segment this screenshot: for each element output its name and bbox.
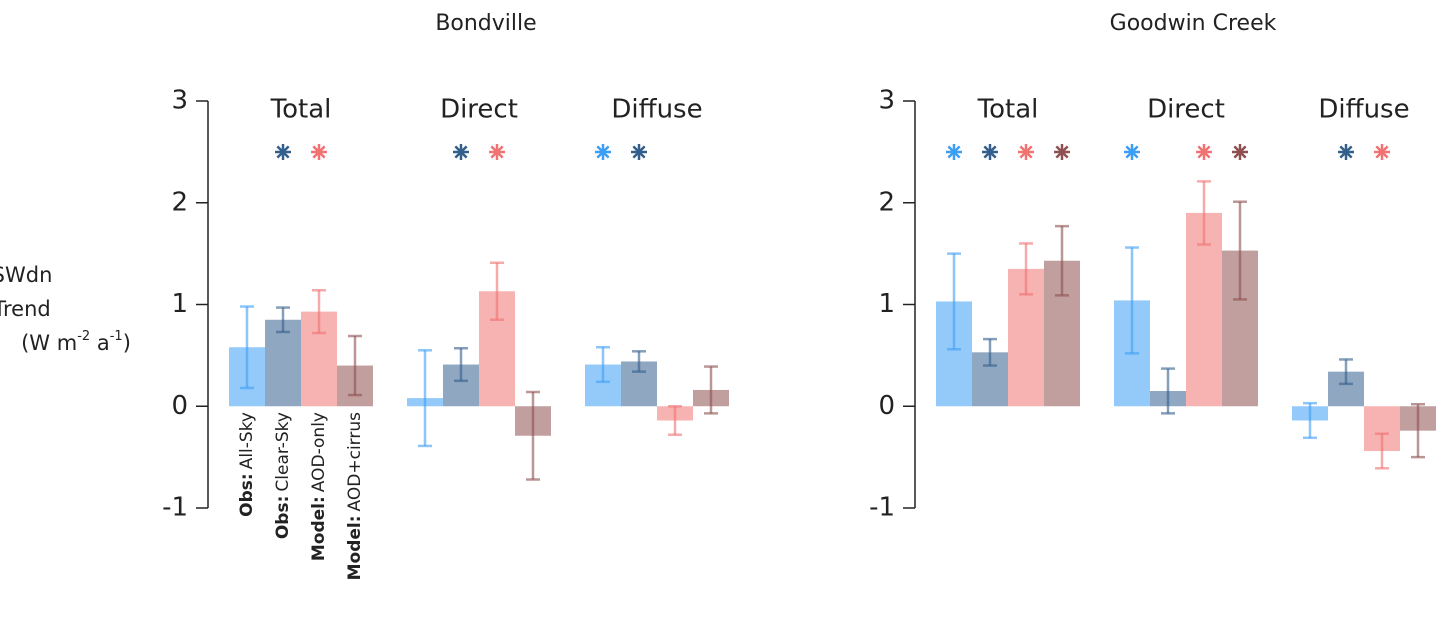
bar <box>265 319 301 407</box>
error-bar <box>1197 180 1211 246</box>
significance-marker <box>1196 144 1212 160</box>
error-bar <box>454 347 468 383</box>
error-bar <box>947 252 961 351</box>
significance-marker <box>1232 144 1248 160</box>
legend-name: AOD+cirrus <box>345 412 365 512</box>
marker-stroke <box>1233 145 1247 159</box>
marker-stroke <box>947 145 961 159</box>
error-bar <box>632 350 646 373</box>
y-tick-label: 1 <box>171 289 188 319</box>
y-label: Trend <box>0 297 51 321</box>
significance-marker <box>489 144 505 160</box>
error-bar <box>1375 432 1389 470</box>
marker-stroke <box>1055 145 1069 159</box>
marker-stroke <box>1197 145 1211 159</box>
significance-marker <box>453 144 469 160</box>
legend-source: Model: <box>345 515 365 580</box>
marker-stroke <box>1339 145 1353 159</box>
error-bar <box>1339 358 1353 386</box>
y-tick-label: 3 <box>878 86 895 116</box>
legend-entry: Obs: Clear-Sky <box>273 412 293 539</box>
y-label-unit: (W m-2 a-1) <box>21 329 131 356</box>
y-tick-label: 0 <box>171 391 188 421</box>
legend-name: AOD-only <box>309 412 329 492</box>
legend-entry: Obs: All-Sky <box>237 412 257 517</box>
unit-exp: -1 <box>110 329 123 344</box>
unit-part: (W m <box>21 331 77 355</box>
marker-stroke <box>454 145 468 159</box>
significance-marker <box>1338 144 1354 160</box>
marker-stroke <box>632 145 646 159</box>
error-bar <box>240 305 254 390</box>
error-bar <box>1303 401 1317 440</box>
category-label: Total <box>270 95 332 125</box>
legend-source: Obs: <box>237 473 257 517</box>
error-bar <box>276 306 290 334</box>
panel-title: Goodwin Creek <box>1110 11 1277 36</box>
error-bar <box>526 390 540 481</box>
marker-stroke <box>490 145 504 159</box>
significance-marker <box>1018 144 1034 160</box>
unit-exp: -2 <box>77 329 90 344</box>
legend-name: Clear-Sky <box>273 412 293 492</box>
y-tick-label: 3 <box>171 86 188 116</box>
marker-stroke <box>983 145 997 159</box>
error-bar <box>1055 224 1069 297</box>
panel-title: Bondville <box>435 11 536 36</box>
error-bar <box>1411 402 1425 459</box>
significance-marker <box>1054 144 1070 160</box>
error-bar <box>1233 200 1247 301</box>
legend-entry: Model: AOD+cirrus <box>345 412 365 580</box>
y-tick-label: 0 <box>878 391 895 421</box>
y-label: SWdn <box>0 263 52 287</box>
legend-source: Obs: <box>273 496 293 540</box>
marker-stroke <box>1125 145 1139 159</box>
category-label: Diffuse <box>611 95 702 125</box>
y-tick-label: -1 <box>162 493 188 523</box>
marker-stroke <box>596 145 610 159</box>
error-bar <box>983 337 997 367</box>
marker-stroke <box>1019 145 1033 159</box>
error-bar <box>596 345 610 384</box>
significance-marker <box>982 144 998 160</box>
category-label: Direct <box>1147 95 1225 125</box>
error-bar <box>348 334 362 397</box>
y-tick-label: -1 <box>869 493 895 523</box>
error-bar <box>1125 246 1139 355</box>
significance-marker <box>946 144 962 160</box>
marker-stroke <box>276 145 290 159</box>
y-tick-label: 2 <box>171 187 188 217</box>
y-tick-label: 2 <box>878 187 895 217</box>
unit-part: ) <box>123 331 131 355</box>
legend-name: All-Sky <box>237 412 257 469</box>
category-label: Total <box>977 95 1039 125</box>
significance-marker <box>1374 144 1390 160</box>
category-label: Direct <box>440 95 518 125</box>
error-bar <box>1161 367 1175 415</box>
category-label: Diffuse <box>1318 95 1409 125</box>
marker-stroke <box>312 145 326 159</box>
error-bar <box>704 365 718 415</box>
error-bar <box>1019 242 1033 296</box>
unit-part: a <box>90 331 110 355</box>
marker-stroke <box>1375 145 1389 159</box>
legend-source: Model: <box>309 496 329 561</box>
error-bar <box>490 261 504 322</box>
error-bar <box>312 289 326 335</box>
significance-marker <box>1124 144 1140 160</box>
y-tick-label: 1 <box>878 289 895 319</box>
significance-marker <box>275 144 291 160</box>
significance-marker <box>631 144 647 160</box>
legend-entry: Model: AOD-only <box>309 412 329 561</box>
error-bar <box>668 405 682 436</box>
significance-marker <box>595 144 611 160</box>
error-bar <box>418 349 432 448</box>
significance-marker <box>311 144 327 160</box>
